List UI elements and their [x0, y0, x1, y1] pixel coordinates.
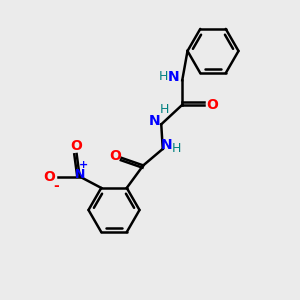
- Text: O: O: [206, 98, 218, 112]
- Text: N: N: [168, 70, 180, 84]
- Text: N: N: [149, 114, 161, 128]
- Text: O: O: [109, 149, 121, 164]
- Text: H: H: [160, 103, 169, 116]
- Text: O: O: [44, 169, 56, 184]
- Text: +: +: [79, 160, 88, 170]
- Text: O: O: [71, 139, 82, 153]
- Text: H: H: [172, 142, 181, 155]
- Text: N: N: [74, 168, 85, 181]
- Text: -: -: [53, 179, 58, 193]
- Text: H: H: [159, 70, 168, 83]
- Text: N: N: [160, 138, 172, 152]
